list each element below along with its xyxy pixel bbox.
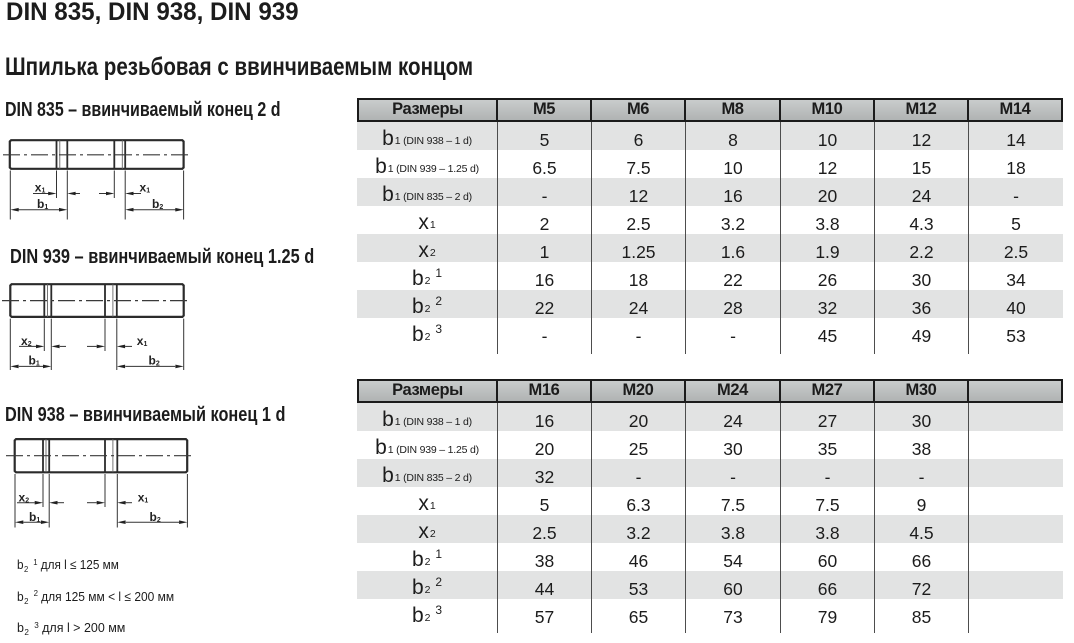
- svg-text:b2: b2: [149, 354, 160, 368]
- svg-text:x2: x2: [19, 491, 30, 505]
- svg-text:b2: b2: [152, 197, 163, 211]
- svg-text:x2: x2: [21, 334, 32, 348]
- svg-text:b1: b1: [37, 197, 48, 211]
- svg-text:b2: b2: [150, 510, 161, 524]
- svg-text:b1: b1: [29, 510, 40, 524]
- svg-text:x1: x1: [140, 180, 151, 194]
- svg-text:x1: x1: [35, 180, 46, 194]
- svg-text:x1: x1: [137, 334, 148, 348]
- svg-text:b1: b1: [29, 354, 40, 368]
- svg-text:x1: x1: [138, 491, 149, 505]
